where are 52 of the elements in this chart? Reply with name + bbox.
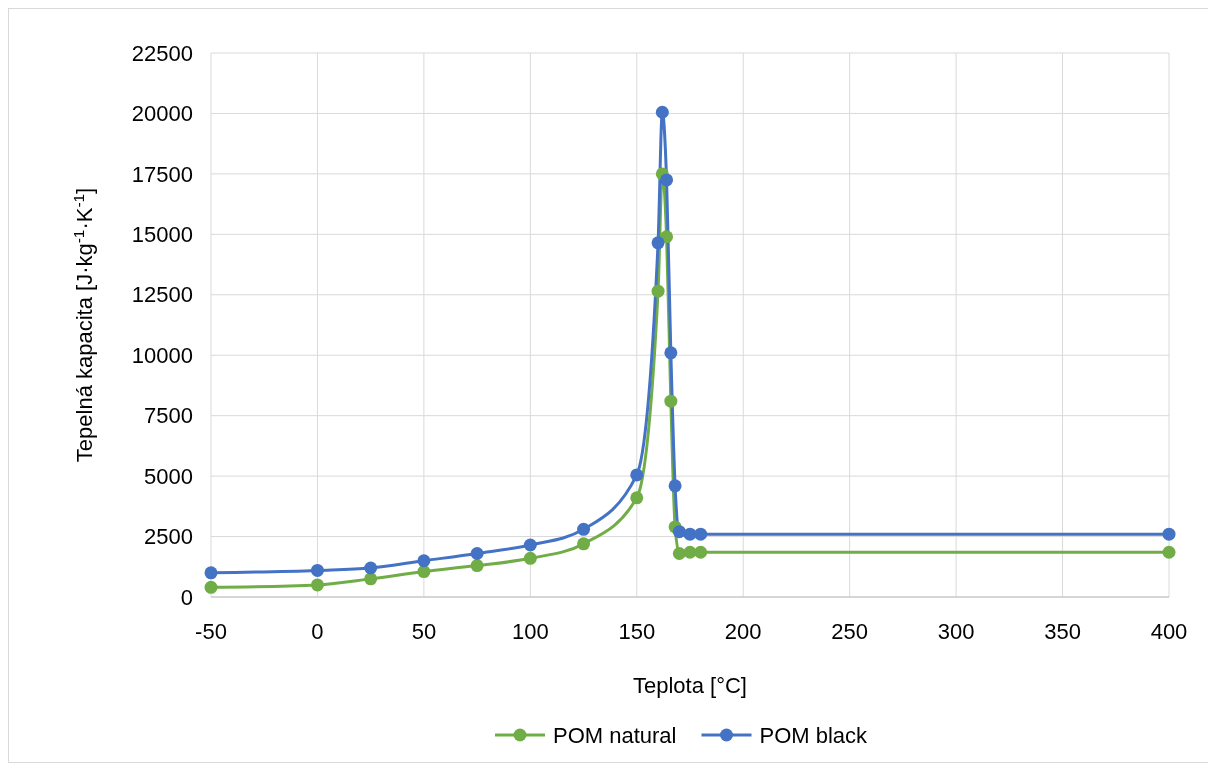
point (310, 563, 324, 577)
point (668, 479, 682, 493)
y-tick-label: 12500 (131, 282, 193, 308)
y-tick-label: 20000 (131, 101, 193, 127)
x-tick-label: 200 (724, 619, 762, 644)
x-axis-title: Teplota [°C] (633, 673, 747, 698)
x-tick-label: 300 (937, 619, 975, 644)
x-tick-label: 50 (411, 619, 437, 644)
point (664, 394, 678, 408)
point (672, 546, 686, 560)
y-tick-label: 17500 (131, 161, 193, 187)
y-tick-label: 15000 (131, 222, 193, 248)
point (470, 559, 484, 573)
point (204, 580, 218, 594)
x-tick-label: 150 (618, 619, 656, 644)
point (417, 554, 431, 568)
point (694, 545, 708, 559)
y-tick-label: 5000 (144, 463, 193, 489)
y-tick-label: 7500 (144, 403, 193, 429)
point (694, 527, 708, 541)
y-tick-label: 0 (180, 584, 193, 610)
point (655, 105, 669, 119)
point (651, 236, 665, 250)
point (1162, 527, 1176, 541)
x-tick-label: -50 (195, 619, 227, 644)
point (204, 566, 218, 580)
point (577, 537, 591, 551)
point (630, 491, 644, 505)
x-tick-label: 250 (831, 619, 869, 644)
point (664, 346, 678, 360)
point (417, 565, 431, 579)
x-tick-label: 400 (1150, 619, 1188, 644)
legend-label: POM natural (553, 722, 677, 748)
point (364, 561, 378, 575)
point (470, 546, 484, 560)
point (310, 578, 324, 592)
x-tick-label: 100 (511, 619, 549, 644)
legend-label: POM black (759, 722, 869, 748)
point (672, 525, 686, 539)
x-tick-label: 0 (311, 619, 324, 644)
y-tick-label: 2500 (144, 524, 193, 550)
y-tick-label: 10000 (131, 342, 193, 368)
point (660, 173, 674, 187)
point (577, 522, 591, 536)
x-tick-label: 350 (1044, 619, 1081, 644)
y-tick-label: 22500 (131, 40, 193, 66)
point (523, 538, 537, 552)
point (523, 551, 537, 565)
point (364, 572, 378, 586)
point (651, 284, 665, 298)
point (1162, 545, 1176, 559)
point (630, 468, 644, 482)
